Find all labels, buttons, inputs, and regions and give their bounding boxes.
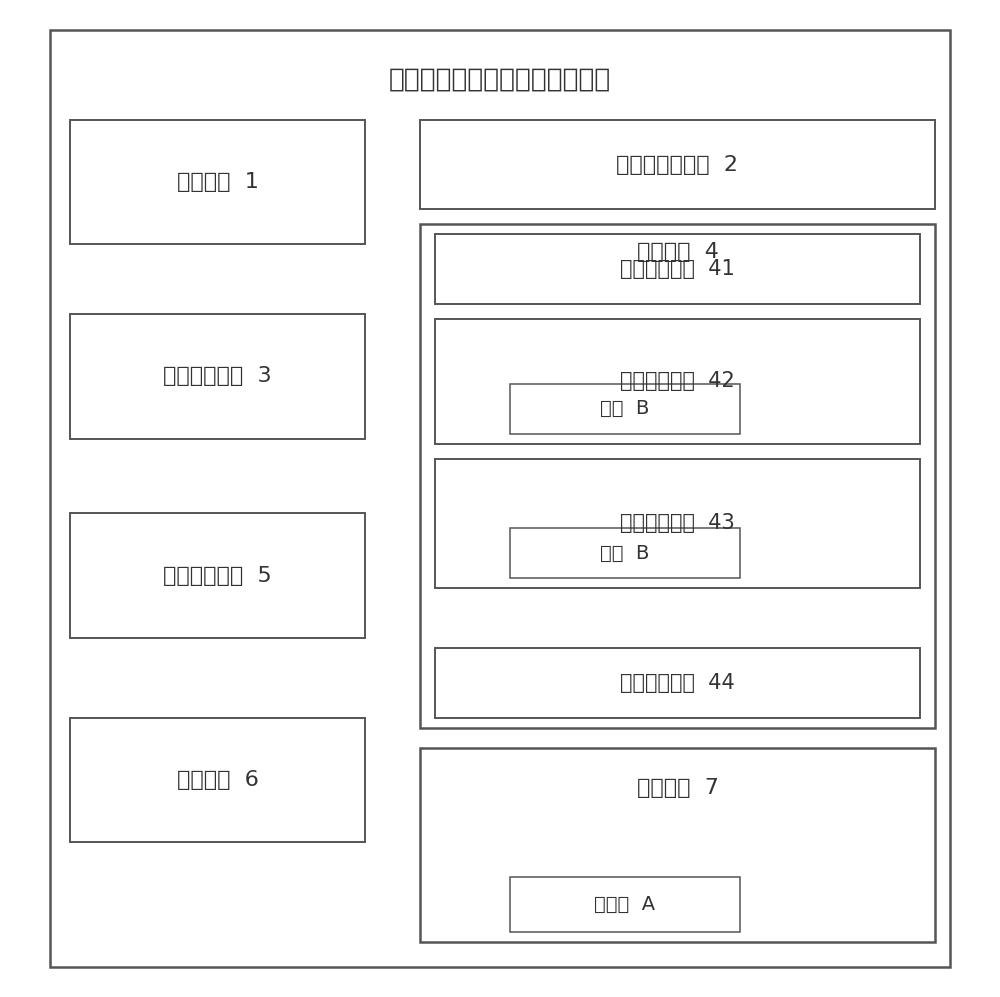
Text: 第一低压腔体  3: 第一低压腔体 3 <box>163 366 272 387</box>
Bar <box>510 877 740 932</box>
Bar <box>435 319 920 444</box>
Text: 靶材  B: 靶材 B <box>600 399 650 419</box>
Text: 第一缓冲空间  41: 第一缓冲空间 41 <box>620 259 735 279</box>
Text: 载入腔体  1: 载入腔体 1 <box>177 171 258 192</box>
Bar <box>420 224 935 728</box>
Text: 第二低压腔体  5: 第二低压腔体 5 <box>163 565 272 586</box>
Bar <box>510 528 740 578</box>
Text: 靶材  B: 靶材 B <box>600 543 650 563</box>
Bar <box>420 748 935 942</box>
Bar <box>435 234 920 304</box>
Text: 制程腔体  4: 制程腔体 4 <box>637 242 718 262</box>
Bar <box>435 648 920 718</box>
Text: 第二缓冲空间  44: 第二缓冲空间 44 <box>620 673 735 693</box>
Text: 载出腔体  6: 载出腔体 6 <box>177 770 258 791</box>
Bar <box>70 120 365 244</box>
Text: 输送系统  7: 输送系统 7 <box>637 778 718 798</box>
Bar <box>70 718 365 842</box>
Text: 等离子清洁腔体  2: 等离子清洁腔体 2 <box>616 155 738 174</box>
Text: 待镀物  A: 待镀物 A <box>594 895 656 914</box>
Text: 第一沉积空间  42: 第一沉积空间 42 <box>620 371 735 392</box>
Bar <box>420 120 935 209</box>
Bar <box>510 384 740 434</box>
Text: 第二沉积空间  43: 第二沉积空间 43 <box>620 513 735 533</box>
Bar <box>70 314 365 439</box>
Bar <box>70 513 365 638</box>
Bar <box>435 459 920 588</box>
Text: 适用于被动元件之双面覆膜设备: 适用于被动元件之双面覆膜设备 <box>389 67 611 93</box>
